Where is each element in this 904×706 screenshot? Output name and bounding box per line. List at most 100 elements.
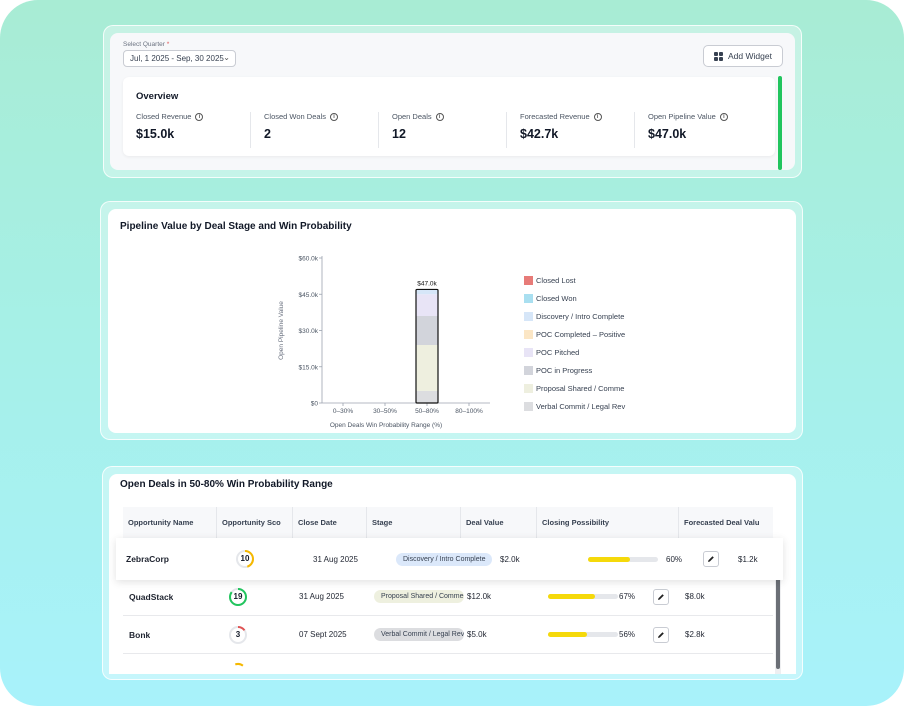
metric-label: Closed Revenue <box>136 112 192 121</box>
legend-label: POC in Progress <box>536 365 593 375</box>
bar-outline <box>415 288 439 404</box>
metric-value: $42.7k <box>520 127 559 141</box>
opportunity-name: QuadStack <box>129 591 174 602</box>
legend-swatch <box>524 293 533 303</box>
deal-value: $12.0k <box>467 592 492 601</box>
table-scrollbar[interactable] <box>776 574 780 669</box>
pipeline-chart: $0 $15.0k $30.0k $45.0k $60.0k Open Pipeline … <box>278 256 490 429</box>
metric-label: Closed Won Deals <box>264 112 326 121</box>
legend-label: POC Pitched <box>536 347 580 357</box>
edit-button[interactable] <box>653 578 669 615</box>
stage: Proposal Shared / Comme <box>374 578 464 615</box>
bar-total-label: $47.0k <box>417 280 437 287</box>
forecasted-value: $1.2k <box>738 554 758 564</box>
column-stage[interactable]: Stage <box>367 507 461 539</box>
pencil-icon <box>653 588 669 605</box>
closing-possibility: 56% <box>619 630 636 639</box>
closing-possibility-bar <box>588 538 658 580</box>
info-icon[interactable]: i <box>435 112 444 121</box>
column-deal-value[interactable]: Deal Value <box>461 507 537 539</box>
quarter-label: Select Quarter * <box>123 41 170 48</box>
info-icon[interactable]: i <box>593 112 602 121</box>
opportunity-score: 10 <box>235 538 255 580</box>
overview-card: Overview Closed Revenue i $15.0k Closed W… <box>123 77 775 156</box>
quarter-value: Jul, 1 2025 - Sep, 30 2025 <box>130 54 224 63</box>
legend-label: Verbal Commit / Legal Rev <box>536 401 626 411</box>
edit-button[interactable] <box>703 538 719 580</box>
legend-swatch <box>524 383 533 393</box>
opportunity-score: 3 <box>228 616 248 653</box>
legend-item[interactable]: POC Completed – Positive <box>524 325 639 343</box>
legend-item[interactable]: POC in Progress <box>524 361 639 379</box>
stage: Discovery / Intro Complete <box>396 538 496 580</box>
add-widget-button[interactable]: Add Widget <box>703 45 783 67</box>
legend-label: Discovery / Intro Complete <box>536 311 625 321</box>
bar-segment <box>416 345 438 391</box>
legend-swatch <box>524 275 533 285</box>
opportunity-name: ZebraCorp <box>126 554 169 564</box>
legend-item[interactable]: Proposal Shared / Comme <box>524 379 639 397</box>
metric-closed-won-deals: Closed Won Deals i 2 <box>250 112 378 148</box>
legend-item[interactable]: Closed Lost <box>524 271 639 289</box>
overview-title: Overview <box>136 91 179 102</box>
metric-forecasted-revenue: Forecasted Revenue i $42.7k <box>506 112 634 148</box>
y-tick-label: $60.0k <box>298 256 318 263</box>
y-tick-label: $0 <box>311 401 319 408</box>
metric-label: Forecasted Revenue <box>520 112 590 121</box>
legend-item[interactable]: Verbal Commit / Legal Rev <box>524 397 639 415</box>
x-tick-label: 80–100% <box>455 408 483 415</box>
legend-item[interactable]: Discovery / Intro Complete <box>524 307 639 325</box>
table-row[interactable]: QuadStack 19 31 Aug 2025 Proposal Shared… <box>123 578 773 616</box>
legend-label: Closed Won <box>536 293 577 303</box>
pipeline-title: Pipeline Value by Deal Stage and Win Pro… <box>120 221 352 232</box>
table-row[interactable]: ZebraCorp 10 31 Aug 2025 Discovery / Int… <box>116 538 783 580</box>
closing-possibility: 67% <box>619 592 636 601</box>
info-icon[interactable]: i <box>329 112 338 121</box>
metric-open-pipeline-value: Open Pipeline Value i $47.0k <box>634 112 762 148</box>
metric-value: 2 <box>264 127 271 141</box>
deal-value: $5.0k <box>467 630 487 639</box>
column-close-date[interactable]: Close Date <box>293 507 367 539</box>
legend-label: POC Completed – Positive <box>536 329 626 339</box>
deal-value: $2.0k <box>500 554 520 564</box>
widgets-icon <box>714 51 724 61</box>
column-opportunity-score[interactable]: Opportunity Sco <box>217 507 293 539</box>
column-opportunity-name[interactable]: Opportunity Name <box>123 507 217 539</box>
quarter-select[interactable]: Jul, 1 2025 - Sep, 30 2025 ⌄ <box>123 50 236 67</box>
x-tick-label: 50–80% <box>415 408 439 415</box>
y-tick-label: $30.0k <box>298 328 318 335</box>
legend-swatch <box>524 401 533 411</box>
info-icon[interactable]: i <box>195 112 204 121</box>
info-icon[interactable]: i <box>719 112 728 121</box>
x-axis-label: Open Deals Win Probability Range (%) <box>330 422 442 429</box>
metric-value: $15.0k <box>136 127 175 141</box>
chart-legend: Closed Lost Closed Won Discovery / Intro C… <box>524 271 639 415</box>
column-closing-possibility[interactable]: Closing Possibility <box>537 507 679 539</box>
x-tick-label: 30–50% <box>373 408 397 415</box>
table-row[interactable]: Bonk 3 07 Sept 2025 Verbal Commit / Lega… <box>123 616 773 654</box>
pencil-icon <box>653 626 669 643</box>
legend-label: Proposal Shared / Comme <box>536 383 625 393</box>
forecasted-value: $8.0k <box>685 592 705 601</box>
metric-value: $47.0k <box>648 127 687 141</box>
chevron-down-icon: ⌄ <box>223 53 230 62</box>
add-widget-label: Add Widget <box>728 51 772 61</box>
deals-panel: Open Deals in 50-80% Win Probability Ran… <box>109 474 796 674</box>
column-forecasted-deal-value[interactable]: Forecasted Deal Valu <box>684 518 760 527</box>
deals-title: Open Deals in 50-80% Win Probability Ran… <box>120 479 333 490</box>
table-header: Opportunity Name Opportunity Sco Close D… <box>123 507 773 539</box>
pencil-icon <box>703 551 719 567</box>
bar-segment <box>416 294 438 316</box>
y-tick-label: $45.0k <box>298 292 318 299</box>
overview-scroll-indicator[interactable] <box>778 76 782 170</box>
opportunity-name: Bonk <box>129 629 151 640</box>
edit-button[interactable] <box>653 616 669 653</box>
legend-item[interactable]: Closed Won <box>524 289 639 307</box>
legend-item[interactable]: POC Pitched <box>524 343 639 361</box>
close-date: 31 Aug 2025 <box>299 592 344 601</box>
closing-possibility-bar <box>548 578 618 615</box>
forecasted-value: $2.8k <box>685 630 705 639</box>
closing-possibility: 60% <box>666 554 683 564</box>
close-date: 31 Aug 2025 <box>313 554 358 564</box>
table-row[interactable] <box>123 654 773 674</box>
